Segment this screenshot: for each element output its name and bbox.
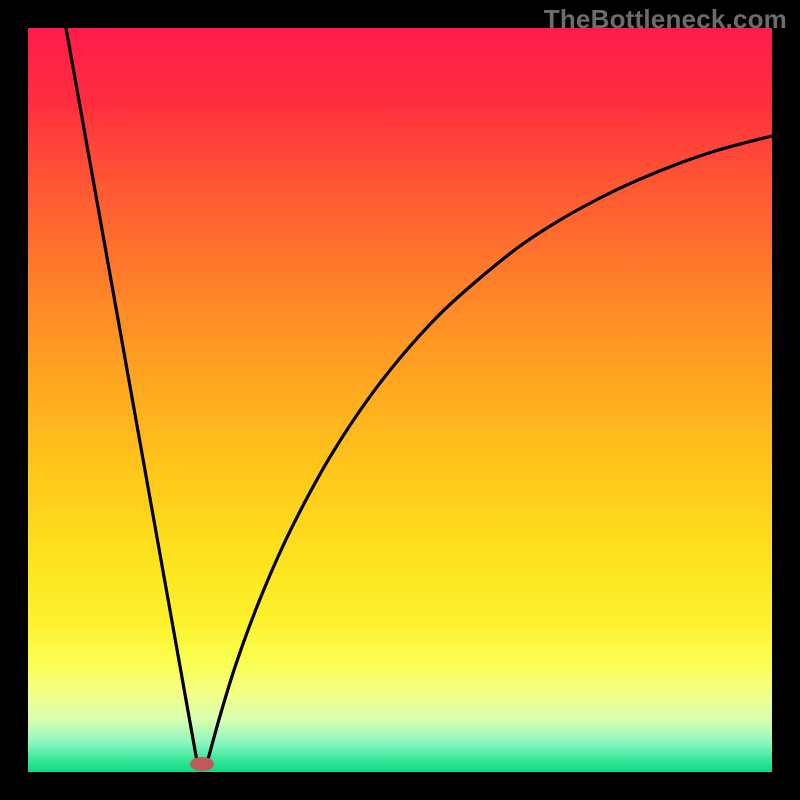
watermark-text: TheBottleneck.com: [544, 4, 787, 35]
minimum-marker: [190, 757, 214, 771]
gradient-background: [28, 28, 772, 772]
chart-svg: [0, 0, 800, 800]
